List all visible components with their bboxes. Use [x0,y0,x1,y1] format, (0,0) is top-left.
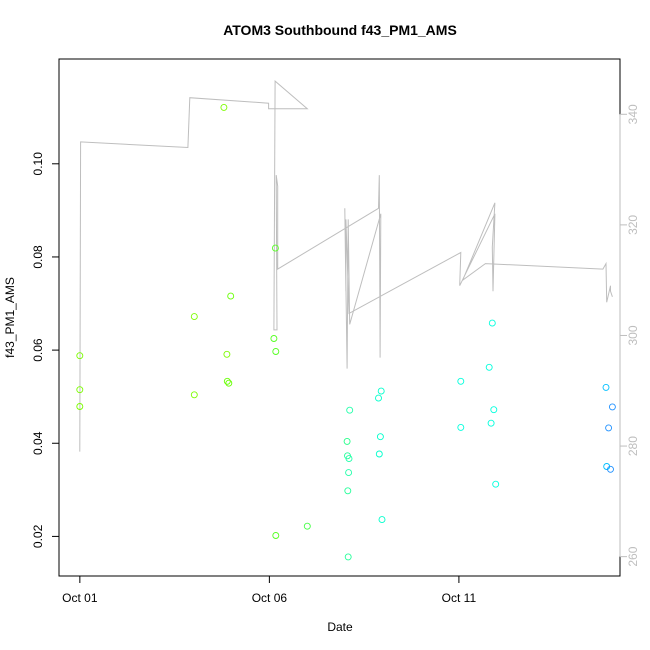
data-point [344,487,352,495]
data-point [345,469,353,477]
y2-tick-label: 340 [626,104,640,124]
data-point [272,532,280,539]
y2-tick-label: 300 [626,325,640,345]
data-point [344,553,352,561]
data-point [492,480,500,488]
data-point [346,406,354,414]
y-tick-label: 0.04 [31,431,45,455]
data-point [76,403,84,410]
x-axis-label: Date [327,620,353,634]
data-point [223,350,231,358]
x-tick-label: Oct 06 [252,591,288,605]
y-axis-left: 0.02 0.04 0.06 0.08 0.10 [31,152,60,548]
x-tick-label: Oct 01 [62,591,98,605]
data-point [220,103,228,111]
y2-tick-label: 320 [626,215,640,235]
y-tick-label: 0.02 [31,524,45,548]
y-axis-label: f43_PM1_AMS [3,277,17,358]
data-point [485,363,493,371]
data-point [271,244,279,252]
x-axis: Oct 01 Oct 06 Oct 11 [62,575,477,605]
data-point [225,379,233,387]
line-series [79,80,613,452]
data-point [303,522,311,530]
data-point [376,433,384,441]
data-point [490,406,498,414]
x-tick-label: Oct 11 [442,591,477,605]
data-point [345,455,353,463]
data-point [487,419,495,427]
data-point [223,377,231,385]
data-point [270,335,278,342]
data-point [375,450,383,458]
line-series-path [79,80,613,452]
y-tick-label: 0.10 [31,152,45,176]
data-point [227,292,235,300]
data-point [605,424,613,432]
y-tick-label: 0.08 [31,245,45,269]
chart-title: ATOM3 Southbound f43_PM1_AMS [223,22,457,38]
data-point [375,394,382,402]
y2-tick-label: 260 [626,546,640,566]
data-point [76,386,84,394]
data-point [190,313,198,321]
point-series [76,103,616,561]
y2-tick-label: 280 [626,436,640,456]
data-point [272,348,280,355]
y-tick-label: 0.06 [31,338,45,362]
data-point [343,437,351,445]
data-point [457,423,465,431]
data-point [608,403,616,411]
data-point [488,319,496,327]
data-point [602,383,610,391]
y-axis-right: 260 280 300 320 340 [619,104,640,567]
data-point [76,352,84,360]
data-point [607,465,614,473]
data-point [378,516,386,524]
data-point [377,387,385,395]
data-point [190,391,198,399]
data-point [457,377,465,385]
